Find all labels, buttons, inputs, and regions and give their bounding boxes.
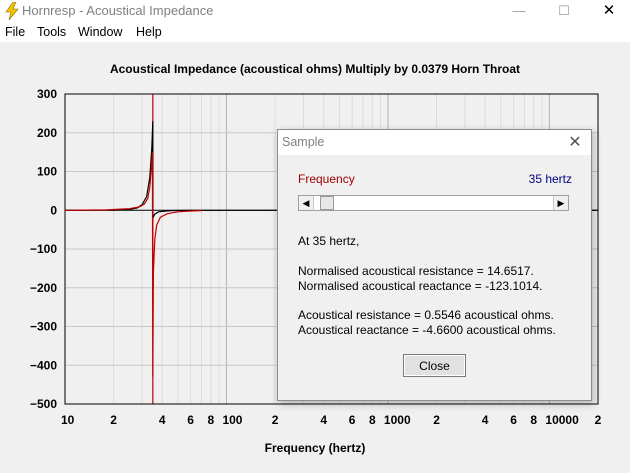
y-tick-label: 100 — [37, 165, 57, 179]
slider-thumb[interactable] — [319, 196, 334, 210]
x-tick-label: 1000 — [384, 413, 411, 427]
scroll-right-icon[interactable]: ▶ — [553, 196, 568, 210]
x-tick-label: 8 — [207, 413, 214, 427]
y-tick-label: −400 — [30, 358, 57, 372]
series-line-red — [64, 152, 202, 377]
menu-file[interactable]: File — [5, 25, 26, 39]
x-tick-label: 6 — [349, 413, 356, 427]
x-tick-label: 6 — [187, 413, 194, 427]
x-tick-label: 4 — [159, 413, 166, 427]
dialog-title: Sample — [282, 135, 325, 149]
x-tick-label: 4 — [482, 413, 489, 427]
x-tick-label: 2 — [433, 413, 440, 427]
maximize-button[interactable]: ☐ — [558, 3, 570, 18]
acoustical-reactance-text: Acoustical reactance = -4.6600 acoustica… — [298, 323, 556, 337]
menu-help[interactable]: Help — [136, 25, 162, 39]
frequency-slider[interactable]: ◀ ▶ — [298, 195, 569, 211]
x-tick-label: 10000 — [545, 413, 579, 427]
x-tick-label: 8 — [530, 413, 537, 427]
y-tick-label: 200 — [37, 126, 57, 140]
y-tick-label: 300 — [37, 87, 57, 101]
x-tick-label: 2 — [110, 413, 117, 427]
menu-bar: File Tools Window Help — [0, 22, 630, 42]
frequency-label: Frequency — [298, 172, 355, 186]
normalised-resistance-text: Normalised acoustical resistance = 14.65… — [298, 264, 534, 278]
window-title: Hornresp - Acoustical Impedance — [22, 3, 214, 18]
series-line-black — [64, 121, 598, 219]
close-icon[interactable]: ✕ — [568, 134, 582, 151]
y-tick-label: −300 — [30, 320, 57, 334]
minimize-button[interactable]: — — [512, 3, 526, 18]
at-frequency-text: At 35 hertz, — [298, 234, 360, 248]
x-axis-ticks: 10 2 4 6 8 100 2 4 6 8 1000 2 4 6 8 10000 2 — [61, 413, 602, 427]
title-bar: Hornresp - Acoustical Impedance — ☐ ✕ — [0, 0, 630, 22]
close-window-button[interactable]: ✕ — [602, 2, 616, 19]
close-button[interactable]: Close — [403, 354, 466, 377]
lightning-bolt-icon — [5, 2, 19, 20]
acoustical-resistance-text: Acoustical resistance = 0.5546 acoustica… — [298, 308, 554, 322]
plot-area — [64, 93, 599, 405]
normalised-reactance-text: Normalised acoustical reactance = -123.1… — [298, 279, 543, 293]
y-tick-label: 0 — [50, 203, 57, 217]
x-axis-label: Frequency (hertz) — [264, 441, 366, 455]
chart-series — [64, 121, 598, 377]
dialog-title-bar: Sample ✕ — [278, 130, 591, 155]
x-tick-label: 2 — [272, 413, 279, 427]
y-tick-label: −500 — [30, 397, 57, 411]
frequency-value: 35 hertz — [528, 172, 572, 186]
y-tick-label: −100 — [30, 242, 57, 256]
scroll-left-icon[interactable]: ◀ — [299, 196, 314, 210]
y-tick-label: −200 — [30, 281, 57, 295]
x-tick-label: 100 — [222, 413, 242, 427]
sample-dialog: Sample ✕ Frequency 35 hertz ◀ ▶ At 35 he… — [277, 129, 592, 401]
menu-tools[interactable]: Tools — [37, 25, 67, 39]
x-tick-label: 4 — [320, 413, 327, 427]
x-tick-label: 6 — [510, 413, 517, 427]
chart-title: Acoustical Impedance (acoustical ohms) M… — [109, 62, 521, 76]
x-tick-label: 10 — [61, 413, 75, 427]
x-tick-label: 2 — [595, 413, 602, 427]
menu-window[interactable]: Window — [78, 25, 123, 39]
x-tick-label: 8 — [369, 413, 376, 427]
y-axis-ticks: 300 200 100 0 −100 −200 −300 −400 −500 — [30, 87, 57, 411]
